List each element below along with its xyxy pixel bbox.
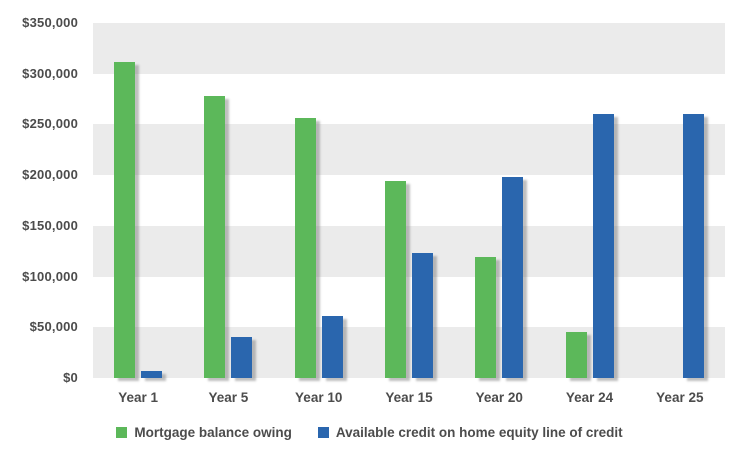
legend-item-available-credit-on-home-equity-line-of-credit: Available credit on home equity line of … [317, 425, 623, 440]
x-tick-label: Year 25 [656, 390, 704, 405]
bar-group-year-15 [364, 23, 454, 378]
bar-group-year-20 [454, 23, 544, 378]
y-tick-label: $150,000 [22, 217, 78, 233]
bar-available-credit-on-home-equity-line-of-credit-year-10 [321, 316, 343, 378]
grid-band [93, 225, 725, 277]
bar-group-year-5 [183, 23, 273, 378]
legend-item-mortgage-balance-owing: Mortgage balance owing [116, 425, 292, 440]
legend: Mortgage balance owing Available credit o… [0, 425, 739, 440]
bar-groups [93, 23, 725, 378]
x-tick-label: Year 10 [295, 390, 343, 405]
y-tick-label: $100,000 [22, 268, 78, 284]
y-axis: $350,000 $300,000 $250,000 $200,000 $150,000… [0, 0, 78, 400]
legend-label: Mortgage balance owing [134, 425, 292, 440]
grid-band [93, 327, 725, 378]
x-axis: Year 1 Year 5 Year 10 Year 15 Year 20 Year 24… [93, 390, 725, 405]
bar-group-year-24 [544, 23, 634, 378]
x-tick-label: Year 5 [208, 390, 249, 405]
plot-area [93, 23, 725, 378]
legend-swatch-available-credit-on-home-equity-line-of-credit [317, 427, 329, 438]
y-tick-label: $250,000 [22, 116, 78, 132]
y-tick-label: $0 [63, 370, 78, 385]
bar-available-credit-on-home-equity-line-of-credit-year-25 [682, 114, 704, 378]
bar-available-credit-on-home-equity-line-of-credit-year-1 [141, 370, 163, 378]
y-tick-label: $50,000 [29, 319, 78, 335]
bar-mortgage-balance-owing-year-1 [114, 61, 136, 378]
x-tick-label: Year 24 [565, 390, 614, 405]
grid-band [93, 175, 725, 226]
y-tick-label: $300,000 [22, 65, 78, 81]
grid-band [93, 23, 725, 74]
bar-available-credit-on-home-equity-line-of-credit-year-20 [502, 177, 524, 378]
bar-mortgage-balance-owing-year-5 [204, 96, 226, 378]
x-tick-label: Year 20 [475, 390, 523, 405]
bar-available-credit-on-home-equity-line-of-credit-year-15 [411, 253, 433, 378]
bar-available-credit-on-home-equity-line-of-credit-year-5 [231, 337, 253, 378]
grid-band [93, 124, 725, 176]
bar-mortgage-balance-owing-year-20 [475, 257, 497, 378]
bar-mortgage-balance-owing-year-15 [384, 181, 406, 378]
bar-mortgage-balance-owing-year-10 [294, 118, 316, 378]
bar-group-year-1 [93, 23, 183, 378]
x-tick-label: Year 15 [385, 390, 433, 405]
legend-label: Available credit on home equity line of … [335, 425, 623, 440]
bar-group-year-10 [274, 23, 364, 378]
grid-band [93, 73, 725, 125]
x-tick-label: Year 1 [118, 390, 159, 405]
y-tick-label: $200,000 [22, 167, 78, 183]
bar-mortgage-balance-owing-year-24 [565, 332, 587, 378]
bar-available-credit-on-home-equity-line-of-credit-year-24 [592, 114, 614, 378]
y-tick-label: $350,000 [22, 15, 78, 30]
legend-swatch-mortgage-balance-owing [116, 427, 128, 438]
bar-group-year-25 [635, 23, 725, 378]
grid-band [93, 276, 725, 328]
